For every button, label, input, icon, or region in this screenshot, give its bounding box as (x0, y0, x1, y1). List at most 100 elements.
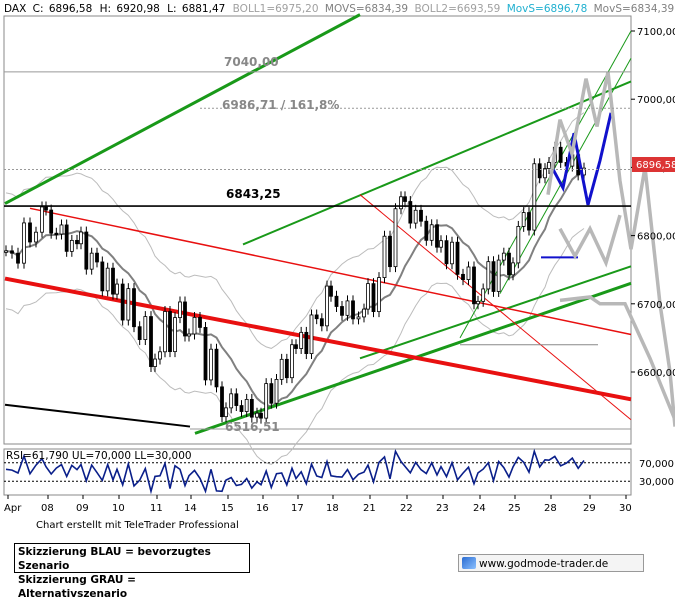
candle-body (249, 399, 254, 418)
y-tick-label: 7100,00 (637, 27, 675, 38)
header-high-label: H: (100, 3, 111, 15)
candle-body (149, 316, 153, 367)
candle-body (49, 209, 54, 234)
candle-body (377, 277, 381, 313)
candle-body (486, 261, 491, 290)
x-tick-label: 10 (112, 503, 125, 514)
candle-body (244, 399, 249, 412)
x-tick-label: 09 (76, 503, 89, 514)
candle-body (403, 196, 407, 202)
candle-body (224, 407, 228, 418)
candle-body (521, 212, 526, 227)
candle-body (28, 222, 32, 243)
candle-body (309, 314, 314, 355)
candle-body (450, 241, 454, 265)
header-low: 6881,47 (182, 3, 225, 15)
chart-header: DAX C: 6896,58 H: 6920,98 L: 6881,47 BOL… (4, 3, 674, 15)
x-tick-label: 11 (150, 503, 163, 514)
candle-body (507, 252, 511, 276)
x-tick-label: 24 (473, 503, 486, 514)
header-high: 6920,98 (116, 3, 159, 15)
candle-body (168, 311, 172, 353)
rsi-panel (3, 448, 632, 496)
legend-gray: Skizzierung GRAU = Alternativszenario (18, 574, 136, 600)
header-movs2: MovS=6896,78 (507, 3, 588, 15)
x-tick-label: Apr (4, 503, 22, 514)
x-tick-label: 29 (583, 503, 596, 514)
level-fib-label: 6986,71 / 161,8% (222, 98, 339, 112)
scenario-gray-alt (558, 214, 622, 268)
candle-body (115, 283, 119, 295)
candle-body (424, 220, 429, 241)
candle-body (516, 225, 521, 264)
candle-body (269, 383, 274, 404)
watermark-url: www.godmode-trader.de (479, 558, 609, 570)
candle-body (532, 163, 537, 231)
candle-body (198, 317, 202, 328)
candle-body (234, 393, 239, 406)
candle-body (10, 250, 14, 254)
rsi-label: RSI=61,790 UL=70,000 LL=30,000 (6, 450, 192, 462)
candle-body (527, 212, 531, 231)
level-6843-label: 6843,25 (226, 187, 281, 201)
bear-trend-main (4, 276, 632, 402)
candle-body (329, 285, 333, 297)
trend-channel-middle (242, 80, 632, 246)
candle-body (220, 386, 224, 418)
candle-body (4, 250, 8, 253)
candle-body (547, 162, 551, 169)
candle-body (371, 283, 376, 313)
candle-body (334, 295, 339, 307)
level-6516-label: 6516,51 (225, 420, 280, 434)
candle-body (158, 351, 162, 360)
header-close: 6896,58 (49, 3, 92, 15)
candle-body (79, 231, 83, 245)
chart: 7100,007000,006900,006800,006700,006600,… (3, 3, 675, 514)
candle-body (84, 231, 89, 270)
candle-body (466, 266, 471, 281)
x-tick-label: 15 (221, 503, 234, 514)
candle-body (239, 405, 244, 412)
candle-body (274, 379, 279, 404)
candle-body (178, 301, 182, 319)
candle-body (461, 273, 465, 281)
x-tick-label: 08 (41, 503, 54, 514)
candle-body (187, 333, 191, 337)
candle-body (501, 252, 506, 261)
candle-body (444, 240, 449, 265)
black-trend-line (4, 403, 191, 428)
candle-body (319, 318, 324, 327)
candle-body (105, 267, 110, 292)
candle-body (294, 344, 298, 349)
candle-body (429, 224, 434, 241)
candle-body (345, 300, 350, 316)
moving-average-line (5, 169, 585, 408)
candle-body (290, 344, 294, 379)
candle-body (69, 239, 74, 252)
candle-body (100, 261, 105, 292)
y-tick-label: 6800,00 (637, 232, 675, 243)
candle-body (472, 266, 476, 305)
candle-body (325, 285, 329, 327)
header-close-label: C: (33, 3, 44, 15)
candle-body (537, 163, 542, 179)
candle-body (419, 209, 423, 222)
candle-body (120, 283, 125, 321)
header-boll2: BOLL2=6693,59 (414, 3, 500, 15)
legend-blue: Skizzierung BLAU = bevorzugtes Szenario (18, 546, 211, 572)
bear-trend-2 (359, 194, 632, 421)
candle-body (388, 235, 392, 268)
candle-body (284, 358, 289, 379)
watermark[interactable]: www.godmode-trader.de (458, 554, 644, 572)
candle-body (89, 252, 94, 270)
candle-body (214, 348, 219, 388)
x-tick-label: 21 (363, 503, 376, 514)
candle-body (16, 252, 20, 264)
header-movs1: MOVS=6834,39 (325, 3, 408, 15)
candle-body (408, 201, 413, 224)
price-tag-value: 6896,58 (636, 160, 675, 171)
candle-body (356, 316, 361, 320)
candle-body (439, 240, 443, 248)
candle-body (255, 412, 259, 418)
candle-body (259, 412, 263, 419)
